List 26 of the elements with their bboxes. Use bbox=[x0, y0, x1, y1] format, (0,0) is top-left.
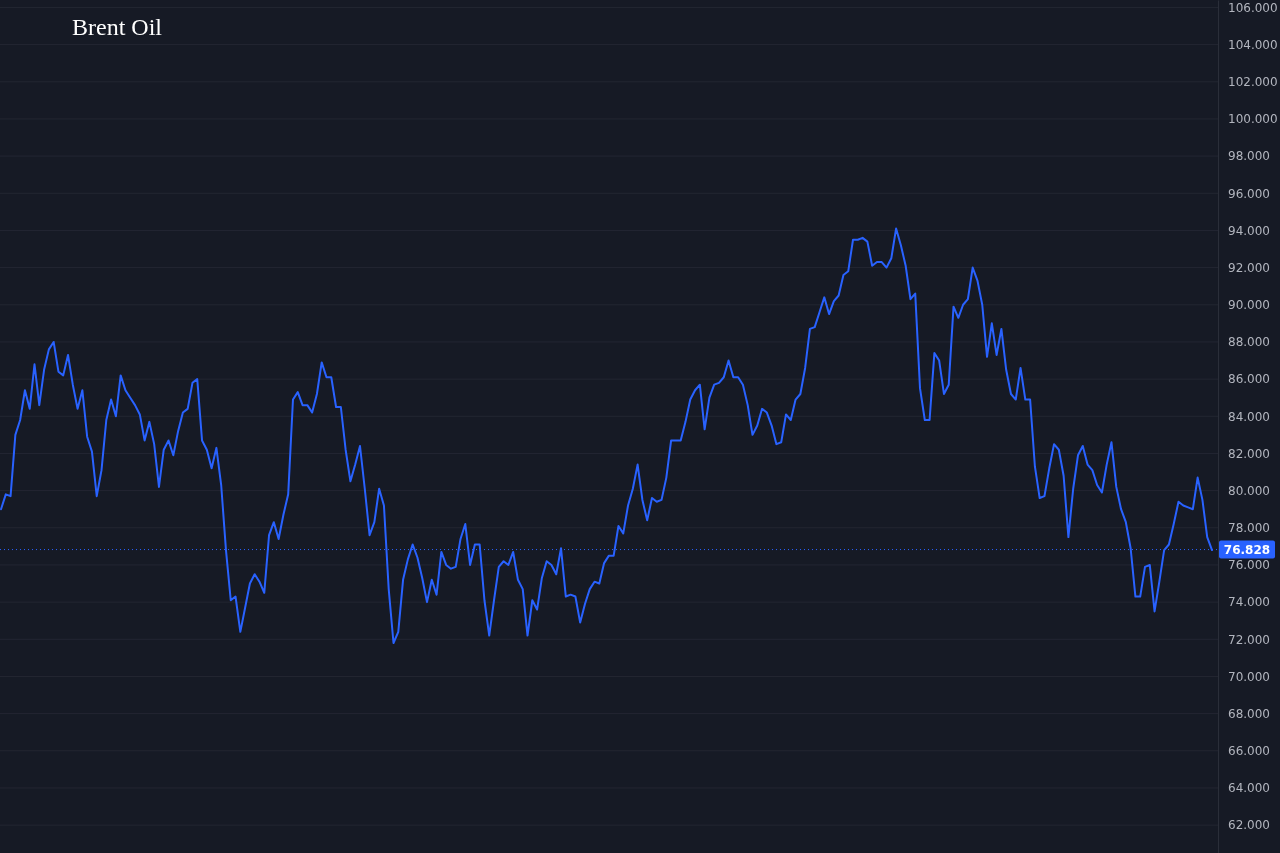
y-tick-label: 72.000 bbox=[1228, 632, 1270, 647]
y-tick-label: 82.000 bbox=[1228, 446, 1270, 461]
y-tick-label: 98.000 bbox=[1228, 149, 1270, 164]
y-tick-label: 106.000 bbox=[1228, 0, 1278, 15]
y-tick-label: 86.000 bbox=[1228, 372, 1270, 387]
line-series bbox=[0, 227, 1213, 644]
ref-line-label: 76.828 bbox=[1223, 543, 1271, 558]
y-tick-label: 102.000 bbox=[1228, 75, 1278, 90]
y-tick-label: 80.000 bbox=[1228, 483, 1270, 498]
y-tick-label: 84.000 bbox=[1228, 409, 1270, 424]
y-tick-label: 96.000 bbox=[1228, 186, 1270, 201]
y-tick-label: 70.000 bbox=[1228, 669, 1270, 684]
y-tick-label: 74.000 bbox=[1228, 595, 1270, 610]
y-tick-label: 88.000 bbox=[1228, 335, 1270, 350]
y-tick-label: 100.000 bbox=[1228, 112, 1278, 127]
y-tick-label: 64.000 bbox=[1228, 781, 1270, 796]
y-tick-label: 94.000 bbox=[1228, 223, 1270, 238]
y-tick-label: 104.000 bbox=[1228, 37, 1278, 52]
y-tick-label: 90.000 bbox=[1228, 298, 1270, 313]
y-tick-label: 78.000 bbox=[1228, 521, 1270, 536]
y-tick-label: 92.000 bbox=[1228, 260, 1270, 275]
y-tick-label: 68.000 bbox=[1228, 706, 1270, 721]
y-tick-label: 76.000 bbox=[1228, 558, 1270, 573]
y-tick-label: 66.000 bbox=[1228, 744, 1270, 759]
text: Brent Oil bbox=[72, 14, 163, 40]
y-tick-label: 62.000 bbox=[1228, 818, 1270, 833]
